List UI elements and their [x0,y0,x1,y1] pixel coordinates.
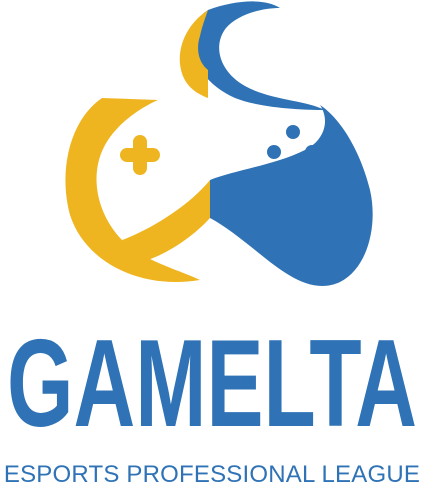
controller-right-grip [210,105,373,286]
dpad-cross-icon [120,135,160,175]
controller-left-grip [65,98,201,283]
s-top-arc [192,1,325,111]
tagline-text: ESPORTS PROFESSIONAL LEAGUE [3,461,421,488]
controller-lower-band-yellow [122,180,210,262]
brand-name: GAMELTA [7,318,417,436]
brand-tagline: ESPORTS PROFESSIONAL LEAGUE [0,460,424,490]
s-top-left-yellow [179,10,208,98]
brand-wordmark: GAMELTA [7,318,417,436]
gamepad-controller-icon [65,1,373,286]
four-dots-buttons-icon [267,125,319,179]
